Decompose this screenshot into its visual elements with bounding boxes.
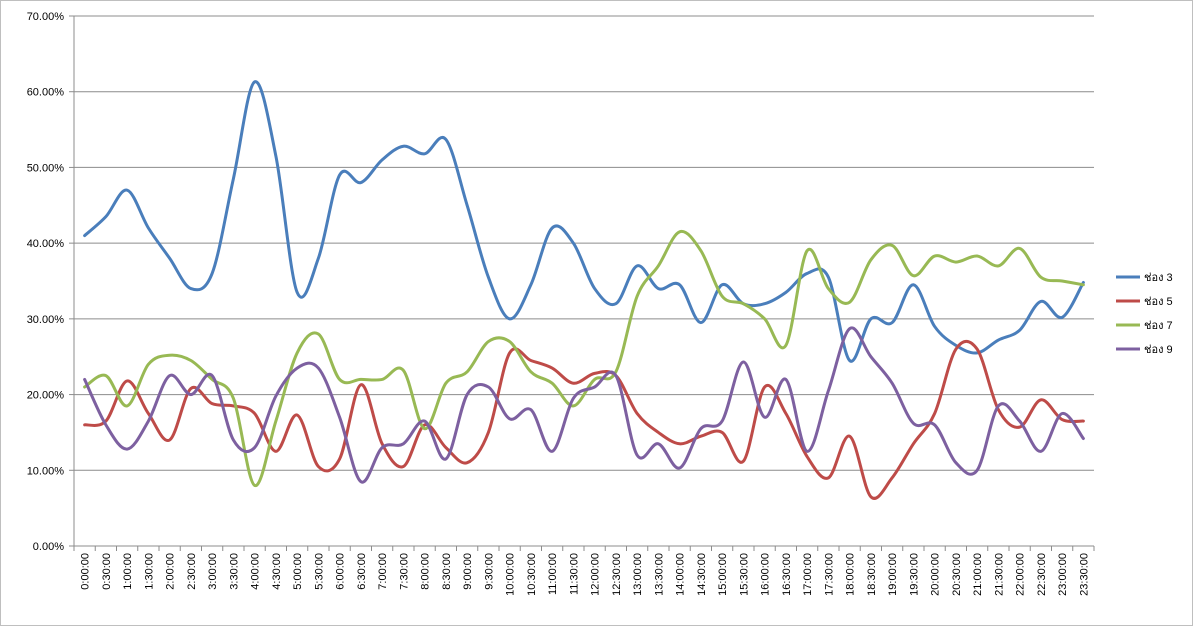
x-tick-label: 12:00:00: [590, 553, 602, 596]
y-tick-label: 0.00%: [33, 541, 64, 553]
x-tick-label: 21:30:00: [993, 553, 1005, 596]
x-tick-label: 13:00:00: [632, 553, 644, 596]
x-tick-label: 1:00:00: [122, 553, 134, 590]
y-axis-tick-labels: 0.00% 10.00% 20.00% 30.00% 40.00% 50.00% 60.00…: [27, 11, 65, 553]
x-tick-label: 10:30:00: [526, 553, 538, 596]
x-tick-label: 9:00:00: [462, 553, 474, 590]
x-tick-label: 7:00:00: [377, 553, 389, 590]
legend: ช่อง 3 ช่อง 5 ช่อง 7 ช่อง 9: [1116, 272, 1173, 356]
x-tick-label: 14:00:00: [675, 553, 687, 596]
x-tick-label: 22:00:00: [1015, 553, 1027, 596]
x-tick-label: 19:00:00: [887, 553, 899, 596]
y-tick-label: 50.00%: [27, 162, 65, 174]
y-tick-label: 10.00%: [27, 465, 65, 477]
x-tick-label: 21:00:00: [972, 553, 984, 596]
y-tick-label: 20.00%: [27, 390, 65, 402]
x-tick-label: 20:30:00: [951, 553, 963, 596]
x-tick-label: 5:30:00: [313, 553, 325, 590]
x-tick-label: 15:00:00: [717, 553, 729, 596]
x-tick-label: 23:30:00: [1078, 553, 1090, 596]
legend-label: ช่อง 7: [1144, 320, 1173, 332]
x-tick-label: 17:30:00: [823, 553, 835, 596]
x-tick-label: 6:00:00: [335, 553, 347, 590]
y-tick-label: 60.00%: [27, 87, 65, 99]
x-tick-label: 13:30:00: [653, 553, 665, 596]
x-tick-label: 8:00:00: [420, 553, 432, 590]
x-tick-label: 15:30:00: [738, 553, 750, 596]
series-line-2: [83, 339, 1085, 500]
x-tick-label: 5:00:00: [292, 553, 304, 590]
y-tick-label: 30.00%: [27, 314, 65, 326]
series-line-3: [83, 229, 1085, 487]
x-tick-label: 1:30:00: [143, 553, 155, 590]
x-axis-tick-labels: 0:00:00 0:30:00 1:00:00 1:30:00 2:00:00 2:30:…: [80, 553, 1091, 596]
x-tick-label: 11:00:00: [547, 553, 559, 595]
y-tick-label: 70.00%: [27, 11, 65, 23]
x-tick-label: 11:30:00: [568, 553, 580, 595]
x-tick-label: 0:00:00: [80, 553, 92, 590]
x-tick-label: 18:00:00: [845, 553, 857, 596]
x-tick-label: 20:00:00: [930, 553, 942, 596]
x-tick-label: 3:00:00: [207, 553, 219, 590]
x-tick-label: 19:30:00: [908, 553, 920, 596]
gridlines: [74, 15, 1094, 471]
series-line-1: [83, 80, 1085, 363]
legend-label: ช่อง 3: [1144, 272, 1173, 284]
x-tick-label: 10:00:00: [505, 553, 517, 596]
x-tick-label: 4:00:00: [250, 553, 262, 590]
x-tick-label: 2:00:00: [165, 553, 177, 590]
x-tick-label: 17:00:00: [802, 553, 814, 596]
x-tick-label: 9:30:00: [483, 553, 495, 590]
axes: [69, 15, 1095, 551]
x-tick-label: 8:30:00: [441, 553, 453, 590]
x-tick-label: 3:30:00: [228, 553, 240, 590]
x-tick-label: 23:00:00: [1057, 553, 1069, 596]
x-tick-label: 12:30:00: [611, 553, 623, 596]
x-tick-label: 6:30:00: [356, 553, 368, 590]
legend-label: ช่อง 9: [1144, 344, 1173, 356]
x-tick-label: 22:30:00: [1036, 553, 1048, 596]
x-tick-label: 18:30:00: [866, 553, 878, 596]
x-tick-label: 16:30:00: [781, 553, 793, 596]
legend-label: ช่อง 5: [1144, 296, 1173, 308]
x-tick-label: 14:30:00: [696, 553, 708, 596]
x-tick-label: 2:30:00: [186, 553, 198, 590]
y-tick-label: 40.00%: [27, 238, 65, 250]
x-tick-label: 7:30:00: [398, 553, 410, 590]
x-tick-label: 0:30:00: [101, 553, 113, 590]
series-lines: [83, 80, 1085, 500]
series-line-4: [83, 326, 1085, 484]
x-tick-label: 4:30:00: [271, 553, 283, 590]
x-tick-label: 16:00:00: [760, 553, 772, 596]
